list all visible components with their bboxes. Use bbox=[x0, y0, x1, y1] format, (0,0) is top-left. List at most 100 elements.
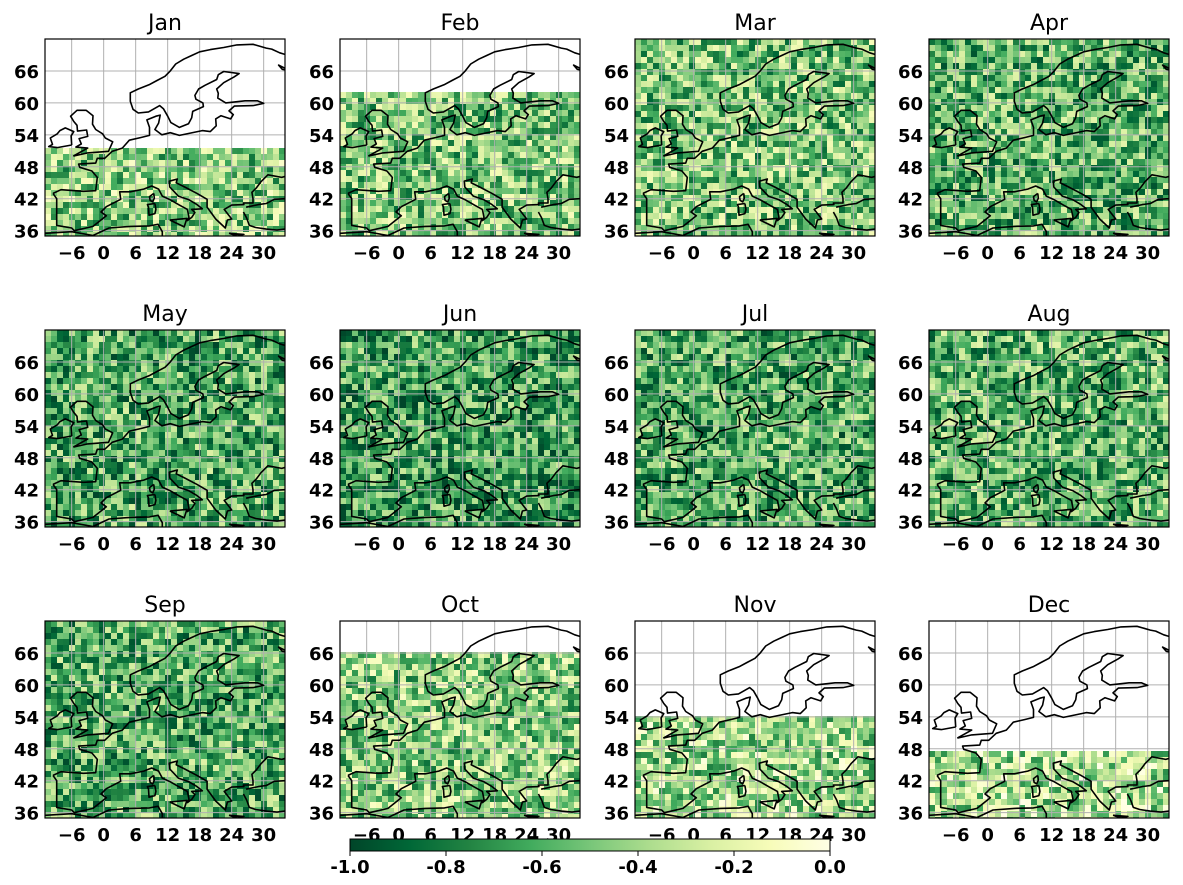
y-tick-label: 54 bbox=[604, 708, 629, 729]
x-tick-label: 0 bbox=[392, 243, 405, 264]
y-tick-label: 66 bbox=[309, 644, 334, 665]
x-tick-label: 30 bbox=[841, 243, 866, 264]
x-tick-label: 24 bbox=[809, 243, 834, 264]
coastlines bbox=[635, 625, 875, 818]
panel-title: Oct bbox=[441, 593, 479, 618]
coastlines bbox=[45, 625, 285, 818]
colorbar-tick-label: -0.6 bbox=[522, 857, 561, 878]
x-tick-label: 18 bbox=[187, 243, 212, 264]
x-tick-label: −6 bbox=[648, 243, 676, 264]
x-tick-label: 30 bbox=[251, 825, 276, 846]
x-tick-label: 6 bbox=[1013, 825, 1026, 846]
y-tick-label: 42 bbox=[14, 190, 39, 211]
y-tick-label: 36 bbox=[898, 222, 923, 243]
x-tick-label: 0 bbox=[981, 534, 994, 555]
x-tick-label: 24 bbox=[219, 243, 244, 264]
x-tick-label: 18 bbox=[1071, 243, 1096, 264]
y-tick-label: 42 bbox=[14, 481, 39, 502]
x-tick-label: 6 bbox=[129, 243, 142, 264]
y-tick-label: 66 bbox=[898, 62, 923, 83]
coastlines bbox=[45, 334, 285, 527]
map-frame bbox=[634, 329, 876, 528]
graticule bbox=[635, 39, 875, 236]
y-tick-label: 42 bbox=[604, 190, 629, 211]
x-tick-label: 6 bbox=[424, 534, 437, 555]
x-tick-label: 30 bbox=[546, 243, 571, 264]
map-panel-sep: Sep −6 0 6 12 18 24 30 66 60 54 48 42 36 bbox=[14, 593, 286, 846]
colorbar-ticks: -1.0 -0.8 -0.6 -0.4 -0.2 0.0 bbox=[330, 851, 846, 878]
x-tick-label: 6 bbox=[1013, 534, 1026, 555]
panel-title: Jul bbox=[740, 302, 769, 327]
y-tick-label: 54 bbox=[309, 417, 334, 438]
map-frame bbox=[928, 38, 1170, 237]
y-tick-label: 60 bbox=[604, 94, 629, 115]
colorbar-bar bbox=[349, 838, 831, 852]
y-tick-label: 42 bbox=[898, 772, 923, 793]
y-tick-label: 54 bbox=[309, 126, 334, 147]
x-tick-label: 30 bbox=[841, 825, 866, 846]
map-frame bbox=[44, 38, 286, 237]
panel-title: Mar bbox=[734, 11, 776, 36]
x-tick-label: 6 bbox=[129, 825, 142, 846]
colorbar-tick-label: -0.2 bbox=[714, 857, 753, 878]
x-tick-label: 6 bbox=[424, 243, 437, 264]
data-field bbox=[340, 92, 580, 236]
x-tick-label: 24 bbox=[1103, 534, 1128, 555]
x-tick-label: 18 bbox=[187, 534, 212, 555]
y-tick-label: 54 bbox=[14, 417, 39, 438]
y-tick-label: 36 bbox=[14, 804, 39, 825]
y-tick-label: 48 bbox=[14, 449, 39, 470]
x-tick-label: 6 bbox=[1013, 243, 1026, 264]
y-tick-label: 42 bbox=[309, 772, 334, 793]
y-tick-label: 36 bbox=[604, 513, 629, 534]
map-panel-jan: Jan −6 0 6 12 18 24 30 66 60 54 48 42 36 bbox=[14, 11, 286, 264]
y-tick-label: 54 bbox=[14, 708, 39, 729]
x-tick-label: −6 bbox=[58, 825, 86, 846]
x-tick-label: −6 bbox=[58, 243, 86, 264]
x-tick-label: 0 bbox=[97, 825, 110, 846]
x-tick-label: 0 bbox=[981, 243, 994, 264]
y-tick-label: 66 bbox=[309, 62, 334, 83]
y-tick-label: 54 bbox=[898, 126, 923, 147]
graticule bbox=[929, 330, 1169, 527]
x-tick-label: 0 bbox=[392, 534, 405, 555]
x-tick-label: −6 bbox=[58, 534, 86, 555]
y-tick-label: 42 bbox=[309, 481, 334, 502]
panel-title: Apr bbox=[1030, 11, 1069, 36]
y-tick-label: 54 bbox=[898, 417, 923, 438]
panel-title: Dec bbox=[1028, 593, 1071, 618]
data-field bbox=[635, 716, 875, 818]
x-tick-label: 0 bbox=[687, 534, 700, 555]
x-tick-label: 18 bbox=[187, 825, 212, 846]
x-tick-label: 24 bbox=[219, 825, 244, 846]
y-tick-label: 60 bbox=[14, 385, 39, 406]
y-tick-label: 54 bbox=[604, 417, 629, 438]
x-tick-label: 30 bbox=[841, 534, 866, 555]
coastlines bbox=[635, 43, 875, 236]
x-tick-label: 12 bbox=[450, 243, 475, 264]
map-frame bbox=[928, 329, 1170, 528]
coastlines bbox=[340, 43, 580, 236]
y-tick-label: 36 bbox=[309, 222, 334, 243]
map-frame bbox=[44, 620, 286, 819]
y-tick-label: 48 bbox=[309, 158, 334, 179]
coastlines bbox=[929, 334, 1169, 527]
x-tick-label: 6 bbox=[719, 534, 732, 555]
y-tick-label: 60 bbox=[898, 676, 923, 697]
y-tick-label: 60 bbox=[309, 94, 334, 115]
graticule bbox=[929, 39, 1169, 236]
y-tick-label: 36 bbox=[14, 222, 39, 243]
y-tick-label: 66 bbox=[898, 353, 923, 374]
x-tick-label: 24 bbox=[809, 534, 834, 555]
x-tick-label: 6 bbox=[129, 534, 142, 555]
y-tick-label: 48 bbox=[309, 740, 334, 761]
y-tick-label: 42 bbox=[898, 481, 923, 502]
y-tick-label: 66 bbox=[604, 62, 629, 83]
y-tick-label: 42 bbox=[898, 190, 923, 211]
y-tick-label: 60 bbox=[898, 94, 923, 115]
coastlines bbox=[340, 334, 580, 527]
panel-title: Jun bbox=[441, 302, 477, 327]
y-tick-label: 60 bbox=[898, 385, 923, 406]
x-tick-label: 24 bbox=[1103, 825, 1128, 846]
